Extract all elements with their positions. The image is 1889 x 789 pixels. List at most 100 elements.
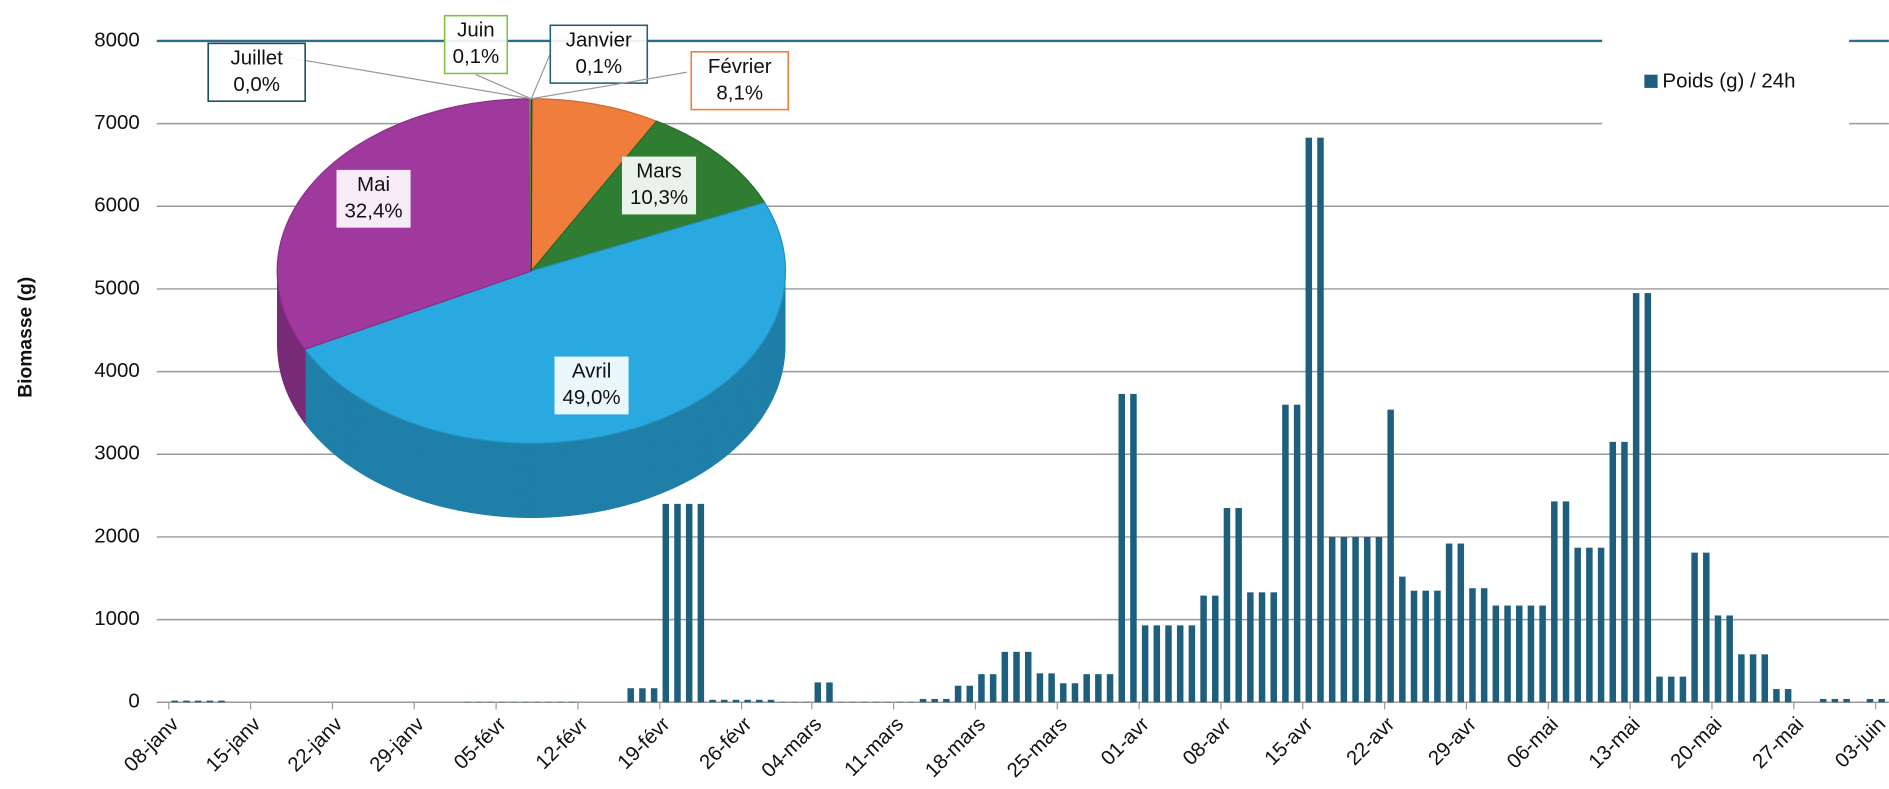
- bar: [1691, 552, 1698, 703]
- x-tick-label: 15-janv: [201, 712, 265, 776]
- bar: [1539, 605, 1546, 703]
- bar: [1001, 651, 1009, 703]
- x-tick-label: 08-avr: [1178, 713, 1235, 770]
- bar: [662, 503, 670, 703]
- bar: [1118, 393, 1125, 703]
- bar: [1375, 536, 1383, 703]
- bar: [1141, 625, 1149, 703]
- pie-label-value: 32,4%: [345, 199, 403, 222]
- bar: [1223, 508, 1231, 703]
- x-tick-label: 08-janv: [120, 712, 184, 776]
- y-tick-label: 5000: [94, 276, 140, 299]
- bar: [1504, 605, 1511, 703]
- bar: [1679, 676, 1687, 703]
- bar: [919, 698, 927, 703]
- x-tick-label: 15-avr: [1260, 713, 1317, 770]
- bar: [1773, 689, 1780, 703]
- x-tick-label: 06-mai: [1502, 713, 1563, 774]
- pie-label-name: Janvier: [566, 28, 632, 51]
- pie-label-value: 0,1%: [575, 55, 622, 78]
- x-tick-label: 22-avr: [1342, 713, 1399, 770]
- bar: [1434, 590, 1441, 703]
- bar: [1317, 137, 1324, 703]
- y-tick-label: 3000: [94, 442, 140, 465]
- bar: [1247, 592, 1254, 703]
- y-axis-title: Biomasse (g): [16, 277, 37, 398]
- bar: [978, 674, 985, 703]
- bar: [1387, 409, 1394, 703]
- pie-label-box: [554, 356, 629, 415]
- bar: [1036, 673, 1044, 703]
- bar: [1165, 625, 1172, 703]
- bar: [1048, 673, 1055, 703]
- pie-label-value: 0,1%: [453, 45, 500, 68]
- bar: [183, 700, 190, 703]
- pie-label-box: [207, 42, 306, 102]
- bar: [1106, 674, 1114, 703]
- bar: [1305, 137, 1313, 703]
- bar: [1422, 590, 1429, 703]
- pie-label-value: 8,1%: [716, 81, 763, 104]
- bar: [814, 682, 822, 703]
- bar: [1328, 536, 1336, 703]
- bar: [1282, 404, 1289, 703]
- bar: [1527, 605, 1535, 703]
- bar: [1819, 698, 1827, 703]
- bar: [1831, 698, 1839, 703]
- pie-label-box: [549, 24, 649, 84]
- bar: [732, 699, 740, 703]
- bar: [744, 699, 751, 703]
- bar: [1445, 543, 1453, 703]
- pie: [276, 98, 787, 518]
- bar: [1632, 293, 1640, 703]
- x-tick-label: 29-avr: [1424, 713, 1481, 770]
- bar: [1013, 651, 1020, 703]
- bar: [1399, 576, 1406, 703]
- x-tick-label: 26-févr: [695, 713, 756, 774]
- y-tick-label: 7000: [94, 111, 140, 134]
- legend-swatch: [1644, 74, 1658, 88]
- bar: [1258, 592, 1266, 703]
- x-tick-label: 27-mai: [1748, 713, 1809, 774]
- bar: [1515, 605, 1523, 703]
- bar: [1656, 676, 1663, 703]
- bar: [1562, 501, 1570, 703]
- x-tick-label: 11-mars: [840, 713, 908, 781]
- x-tick-label: 04-mars: [757, 713, 826, 782]
- x-tick-label: 01-avr: [1096, 713, 1153, 770]
- x-tick-label: 20-mai: [1666, 713, 1727, 774]
- pie-label-value: 10,3%: [630, 186, 688, 209]
- pie-label-name: Mai: [357, 173, 390, 196]
- legend-label: Poids (g) / 24h: [1662, 69, 1795, 92]
- bar: [720, 699, 728, 703]
- bar: [1153, 625, 1161, 703]
- bar: [1095, 674, 1102, 703]
- bar: [1551, 501, 1558, 703]
- y-tick-label: 4000: [94, 359, 140, 382]
- pie-label-name: Avril: [572, 360, 611, 383]
- bar: [171, 700, 179, 703]
- bar: [1574, 547, 1581, 703]
- bar: [709, 699, 716, 703]
- bar: [1609, 441, 1617, 703]
- bar: [1410, 590, 1418, 703]
- bar: [218, 700, 225, 703]
- pie-label-name: Juin: [457, 19, 495, 42]
- leader-line: [289, 57, 532, 100]
- bar: [1761, 654, 1769, 703]
- bar: [756, 699, 763, 703]
- bar: [1714, 615, 1722, 703]
- bar: [1130, 393, 1137, 703]
- bar: [1597, 547, 1605, 703]
- pie-label-name: Juillet: [231, 46, 284, 69]
- x-tick-label: 19-févr: [613, 713, 674, 774]
- bar: [1293, 404, 1301, 703]
- pie-slice: [530, 98, 658, 273]
- pie-label-value: 0,0%: [233, 73, 280, 96]
- pie-label-value: 49,0%: [563, 386, 621, 409]
- x-tick-label: 12-févr: [531, 713, 592, 774]
- bar: [931, 698, 938, 703]
- y-tick-label: 0: [128, 690, 139, 713]
- bar: [767, 699, 775, 703]
